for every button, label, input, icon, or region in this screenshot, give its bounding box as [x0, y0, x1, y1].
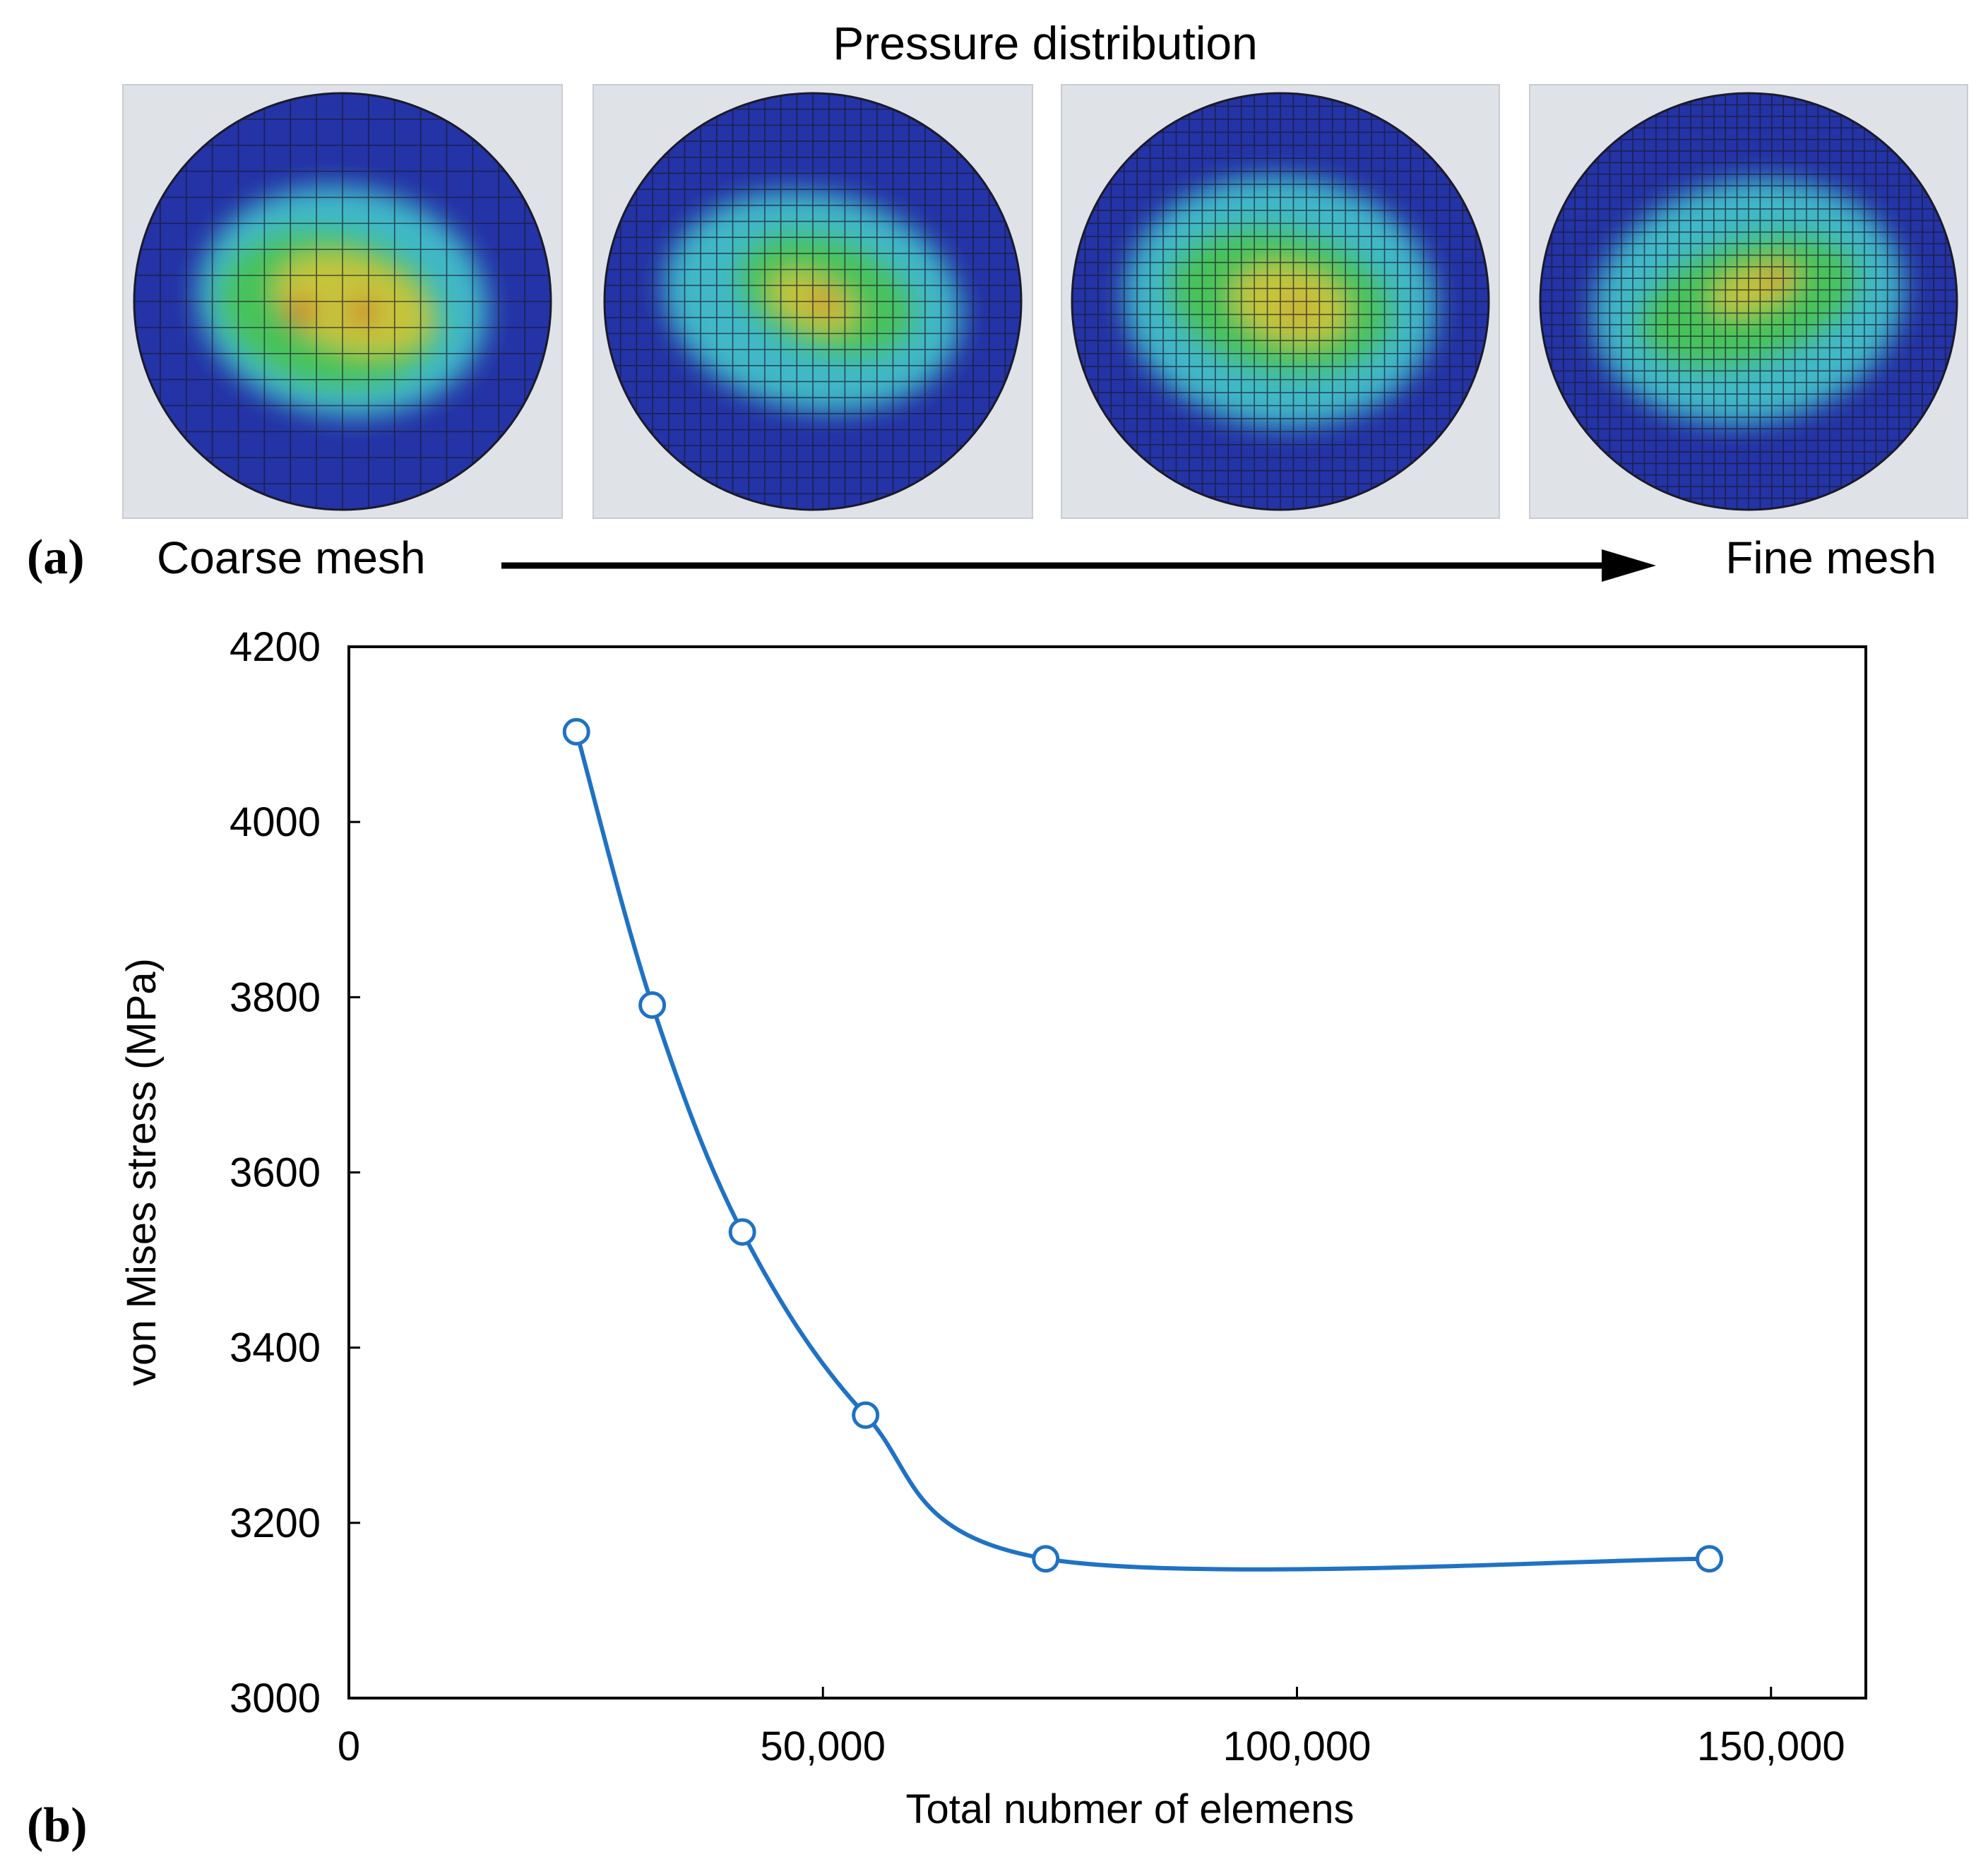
panel-a: Pressure distribution (a) Coarse mesh Fi… [27, 17, 1968, 585]
y-axis-label: von Mises stress (MPa) [119, 958, 165, 1386]
data-point [1032, 1545, 1060, 1573]
x-tick-label: 50,000 [761, 1723, 886, 1769]
coarse-mesh-pressure-map [122, 84, 563, 519]
data-point [1695, 1545, 1723, 1573]
finest-mesh-pressure-map [1529, 84, 1968, 519]
x-axis: 0 50,000 100,000 150,000 [338, 1687, 1845, 1769]
y-tick-label: 4200 [230, 624, 321, 670]
panel-a-label: (a) [27, 530, 85, 585]
panel-b-label: (b) [27, 1798, 88, 1853]
y-tick-label: 3000 [230, 1675, 321, 1721]
mesh-images [122, 84, 1968, 519]
x-tick-label: 0 [338, 1723, 360, 1769]
series-group [562, 717, 1723, 1573]
medium-mesh-pressure-map [593, 84, 1033, 519]
panel-a-title: Pressure distribution [833, 17, 1258, 69]
data-point [852, 1401, 880, 1429]
fine-mesh-label: Fine mesh [1725, 532, 1936, 583]
x-tick-label: 150,000 [1697, 1723, 1845, 1769]
panel-b: 3000 3200 3400 3600 3800 4000 4200 0 50,000 100,… [27, 624, 1867, 1853]
refinement-arrow [501, 549, 1656, 582]
series-line [574, 731, 1710, 1572]
y-tick-label: 3800 [230, 974, 321, 1020]
coarse-mesh-label: Coarse mesh [157, 532, 426, 583]
x-tick-label: 100,000 [1223, 1723, 1371, 1769]
data-point [638, 991, 667, 1020]
data-point [562, 717, 590, 746]
data-point [728, 1218, 756, 1246]
y-tick-label: 3200 [230, 1500, 321, 1546]
x-axis-label: Total nubmer of elemens [905, 1786, 1354, 1832]
plot-area [347, 645, 1867, 1699]
fine-mesh-pressure-map [1061, 84, 1500, 519]
y-tick-label: 3600 [230, 1150, 321, 1196]
y-axis: 3000 3200 3400 3600 3800 4000 4200 [230, 624, 360, 1721]
y-tick-label: 4000 [230, 799, 321, 845]
y-tick-label: 3400 [230, 1325, 321, 1371]
